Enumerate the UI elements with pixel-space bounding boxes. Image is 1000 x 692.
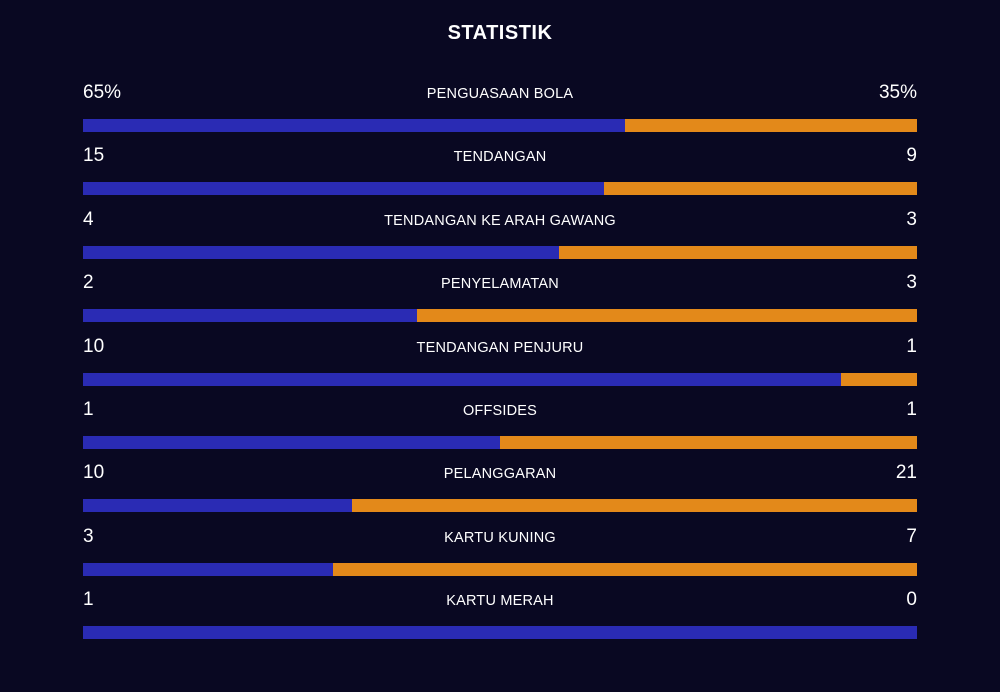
stat-row: 4 TENDANGAN KE ARAH GAWANG 3 <box>83 206 917 269</box>
stat-label: PENYELAMATAN <box>441 276 559 293</box>
comparison-bar <box>83 182 917 196</box>
home-value: 10 <box>83 335 105 357</box>
page-title: STATISTIK <box>447 22 553 44</box>
away-bar-fill <box>841 372 917 386</box>
away-bar-fill <box>604 182 917 196</box>
away-bar-fill <box>333 562 917 576</box>
comparison-bar <box>83 562 917 576</box>
home-value: 2 <box>83 272 94 294</box>
home-bar-fill <box>83 119 626 132</box>
stat-header: 4 TENDANGAN KE ARAH GAWANG 3 <box>83 206 917 234</box>
home-value: 10 <box>83 462 105 484</box>
home-value: 15 <box>83 145 105 167</box>
stat-header: 1 KARTU MERAH 0 <box>83 586 917 614</box>
stat-header: 1 OFFSIDES 1 <box>83 396 917 424</box>
comparison-bar <box>83 435 917 449</box>
home-value: 4 <box>83 208 94 230</box>
stat-header: 65% PENGUASAAN BOLA 35% <box>83 79 917 107</box>
stat-row: 1 KARTU MERAH 0 <box>83 586 917 649</box>
away-bar-fill <box>352 499 917 513</box>
home-bar-fill <box>83 499 353 513</box>
stat-header: 10 PELANGGARAN 21 <box>83 459 917 487</box>
stat-row: 3 KARTU KUNING 7 <box>83 523 917 586</box>
away-value: 7 <box>906 525 917 547</box>
stat-header: 3 KARTU KUNING 7 <box>83 523 917 551</box>
stat-label: KARTU MERAH <box>446 593 554 610</box>
home-value: 1 <box>83 589 94 611</box>
stat-label: KARTU KUNING <box>444 529 556 546</box>
home-bar-fill <box>83 435 500 449</box>
home-bar-fill <box>83 182 605 196</box>
comparison-bar <box>83 245 917 259</box>
stat-label: PELANGGARAN <box>443 466 557 483</box>
comparison-bar <box>83 499 917 513</box>
home-bar-fill <box>83 626 917 640</box>
home-value: 65% <box>83 82 122 103</box>
stat-label: TENDANGAN <box>453 149 547 166</box>
away-value: 3 <box>906 208 917 230</box>
stat-row: 10 PELANGGARAN 21 <box>83 459 917 522</box>
comparison-bar <box>83 626 917 640</box>
stat-label: OFFSIDES <box>462 402 538 419</box>
stat-header: 2 PENYELAMATAN 3 <box>83 269 917 297</box>
away-bar-fill <box>416 309 917 323</box>
away-bar-fill <box>559 245 917 259</box>
stat-row: 2 PENYELAMATAN 3 <box>83 269 917 332</box>
away-value: 35% <box>878 82 917 103</box>
away-value: 21 <box>895 462 917 484</box>
away-value: 0 <box>906 589 917 611</box>
stats-list: 65% PENGUASAAN BOLA 35% 15 TENDANGAN 9 4 TENDAN… <box>83 79 917 650</box>
home-value: 1 <box>83 398 94 420</box>
stat-header: 15 TENDANGAN 9 <box>83 142 917 170</box>
comparison-bar <box>83 309 917 323</box>
stat-header: 10 TENDANGAN PENJURU 1 <box>83 333 917 361</box>
stat-row: 10 TENDANGAN PENJURU 1 <box>83 333 917 396</box>
away-value: 3 <box>906 272 917 294</box>
stat-row: 65% PENGUASAAN BOLA 35% <box>83 79 917 142</box>
stat-label: TENDANGAN KE ARAH GAWANG <box>384 212 616 229</box>
away-bar-fill <box>500 435 917 449</box>
stat-label: TENDANGAN PENJURU <box>416 339 584 356</box>
away-value: 9 <box>906 145 917 167</box>
home-value: 3 <box>83 525 94 547</box>
home-bar-fill <box>83 309 417 323</box>
away-value: 1 <box>906 335 917 357</box>
home-bar-fill <box>83 245 560 259</box>
stat-label: PENGUASAAN BOLA <box>426 86 574 102</box>
home-bar-fill <box>83 562 334 576</box>
home-bar-fill <box>83 372 842 386</box>
away-value: 1 <box>906 398 917 420</box>
stat-row: 1 OFFSIDES 1 <box>83 396 917 459</box>
stat-row: 15 TENDANGAN 9 <box>83 142 917 205</box>
comparison-bar <box>83 119 917 132</box>
comparison-bar <box>83 372 917 386</box>
away-bar-fill <box>625 119 917 132</box>
